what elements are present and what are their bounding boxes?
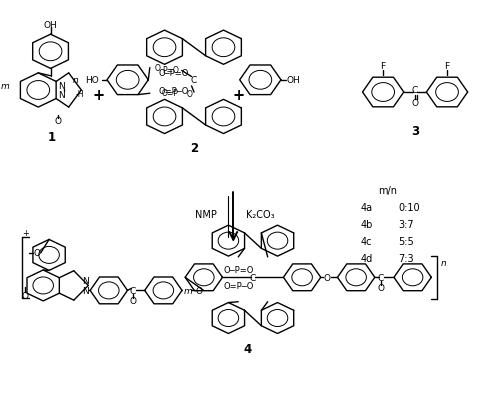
Text: 4b: 4b	[361, 219, 374, 229]
Text: O: O	[323, 273, 330, 282]
Text: +: +	[232, 88, 244, 102]
Text: N: N	[58, 82, 64, 91]
Text: n: n	[72, 76, 78, 85]
Text: NMP: NMP	[196, 210, 217, 220]
Text: O: O	[412, 99, 418, 108]
Text: N: N	[82, 286, 88, 295]
Text: O: O	[21, 291, 28, 300]
Text: 4a: 4a	[361, 202, 373, 212]
Text: +: +	[22, 229, 30, 238]
Text: 0:10: 0:10	[398, 202, 419, 212]
Text: 7:3: 7:3	[398, 254, 413, 263]
Text: m: m	[184, 286, 192, 295]
Text: C: C	[378, 273, 384, 282]
Text: n: n	[441, 258, 447, 267]
Text: N: N	[82, 276, 88, 285]
Text: O: O	[130, 296, 136, 305]
Text: 4d: 4d	[361, 254, 374, 263]
Text: F: F	[380, 62, 386, 71]
Text: 3: 3	[411, 125, 419, 138]
Text: O: O	[55, 117, 62, 126]
Text: HO: HO	[86, 76, 99, 85]
Text: 2: 2	[190, 142, 198, 155]
Text: OH: OH	[44, 20, 58, 29]
Text: -H: -H	[76, 89, 84, 98]
Text: N: N	[58, 90, 64, 99]
Text: O: O	[186, 90, 192, 99]
Text: 5:5: 5:5	[398, 236, 413, 247]
Text: K₂CO₃: K₂CO₃	[246, 210, 274, 220]
Text: 3:7: 3:7	[398, 219, 413, 229]
Text: C: C	[130, 287, 136, 296]
Text: O=P─O: O=P─O	[158, 87, 189, 96]
Text: F: F	[444, 62, 450, 71]
Text: O─P=O: O─P=O	[224, 265, 254, 274]
Text: +: +	[92, 88, 104, 102]
Text: O=P: O=P	[162, 88, 179, 97]
Text: O: O	[34, 249, 40, 258]
Text: C: C	[412, 86, 418, 95]
Text: m/n: m/n	[378, 185, 398, 195]
Text: O: O	[377, 283, 384, 292]
Text: O=P─O: O=P─O	[224, 281, 254, 290]
Text: OH: OH	[286, 76, 300, 85]
Text: C: C	[250, 273, 256, 282]
Text: 1: 1	[48, 131, 56, 144]
Text: 4c: 4c	[361, 236, 372, 247]
Text: 4: 4	[244, 342, 252, 355]
Text: O─P=O: O─P=O	[158, 69, 189, 78]
Text: O: O	[196, 286, 202, 295]
Text: C: C	[191, 76, 197, 85]
Text: m: m	[1, 82, 10, 91]
Text: P=O: P=O	[162, 66, 179, 75]
Text: O: O	[154, 64, 160, 73]
